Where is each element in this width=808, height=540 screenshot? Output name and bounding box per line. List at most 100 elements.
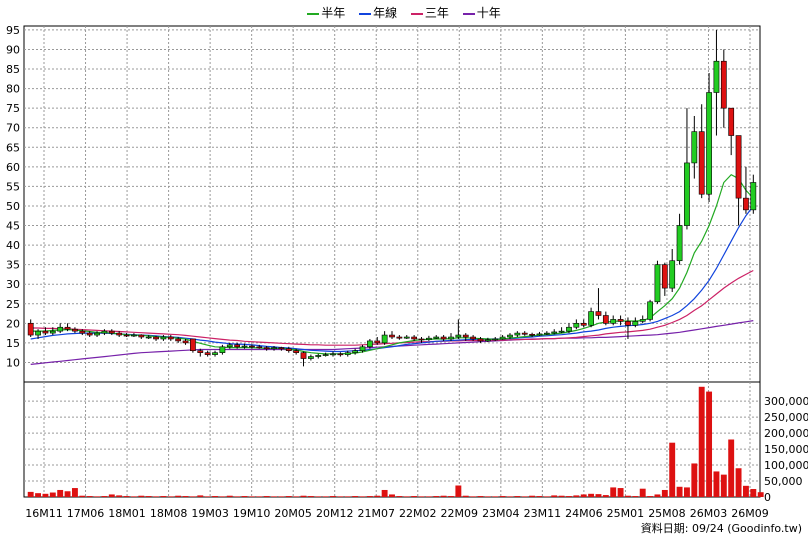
volume-bar: [307, 496, 314, 497]
candle-body: [249, 345, 255, 348]
candle-body: [108, 330, 115, 334]
legend-label-ten-year: 十年: [476, 6, 501, 20]
x-tick-label: 23M04: [482, 507, 520, 520]
x-tick-label: 26M03: [690, 507, 728, 520]
candle-body: [625, 321, 631, 326]
volume-bar: [455, 485, 462, 497]
volume-bar: [226, 495, 233, 497]
volume-tick-label: 200,000: [764, 427, 808, 440]
volume-bar: [160, 496, 167, 497]
price-tick-label: 60: [6, 161, 20, 174]
volume-bar: [654, 494, 661, 497]
candle-body: [602, 315, 609, 324]
volume-bar: [411, 496, 418, 497]
x-tick-label: 16M11: [25, 507, 63, 520]
candle-body: [706, 92, 712, 195]
candle-body: [425, 337, 432, 341]
candle-body: [477, 338, 484, 342]
candle-body: [389, 334, 395, 338]
candle-body: [226, 344, 233, 348]
x-tick-label: 23M11: [524, 507, 562, 520]
x-tick-label: 22M09: [441, 507, 479, 520]
candle-body: [86, 332, 93, 336]
volume-bar: [27, 491, 34, 497]
volume-bar: [536, 496, 543, 497]
volume-bar: [728, 439, 735, 497]
volume-bar: [86, 496, 93, 497]
candle-body: [595, 311, 602, 316]
legend-swatch-ten-year: [462, 12, 475, 15]
candle-body: [300, 352, 307, 359]
volume-bar: [691, 463, 698, 497]
volume-bar: [543, 496, 550, 497]
volume-bar: [602, 495, 609, 497]
candle-body: [285, 348, 292, 352]
volume-bar: [175, 495, 182, 497]
volume-bar: [558, 495, 565, 497]
candle-body: [713, 60, 720, 93]
volume-tick-label: 150,000: [764, 443, 808, 456]
ma-line-three-year: [30, 269, 754, 346]
candle-body: [543, 332, 550, 335]
candle-body: [116, 332, 123, 336]
volume-bar: [123, 496, 130, 497]
candle-body: [315, 355, 322, 357]
candle-body: [359, 346, 366, 352]
candle-body: [661, 264, 668, 289]
volume-bar: [293, 496, 300, 497]
candle-body: [448, 336, 454, 340]
legend-swatch-half-year: [307, 12, 320, 15]
volume-bar: [153, 496, 159, 497]
price-tick-label: 70: [6, 122, 20, 135]
candle-body: [49, 330, 56, 334]
candle-body: [403, 336, 410, 339]
volume-bar: [470, 496, 477, 497]
volume-bar: [108, 494, 115, 497]
candle-body: [455, 334, 462, 338]
volume-bar: [698, 386, 705, 497]
candle-body: [308, 356, 314, 359]
volume-bar: [278, 496, 285, 497]
price-tick-label: 85: [6, 63, 20, 76]
volume-bar: [418, 496, 425, 497]
volume-bar: [573, 495, 580, 497]
volume-tick-label: 0: [764, 491, 771, 504]
candle-body: [381, 334, 388, 344]
candle-body: [256, 346, 263, 349]
volume-bar: [271, 496, 277, 497]
legend-item-three-year: 三年: [410, 4, 449, 21]
candle-body: [588, 311, 594, 326]
candle-body: [330, 353, 336, 356]
candle-body: [182, 340, 189, 344]
volume-bar: [639, 488, 646, 497]
legend-label-half-year: 半年: [321, 6, 346, 20]
volume-bar: [197, 495, 204, 497]
candle-body: [366, 340, 373, 348]
candle-body: [536, 333, 543, 336]
candle-body: [212, 352, 218, 355]
candle-body: [743, 197, 749, 211]
candle-body: [123, 334, 130, 337]
candle-body: [271, 347, 277, 350]
candle-body: [167, 336, 174, 340]
volume-bar: [425, 496, 432, 497]
candle-body: [197, 350, 204, 353]
volume-bar: [145, 496, 152, 497]
volume-bar: [566, 496, 572, 497]
volume-bar: [263, 496, 270, 497]
candle-body: [566, 326, 572, 332]
volume-bar: [647, 496, 654, 497]
volume-bar: [625, 495, 631, 497]
volume-bar: [492, 496, 499, 497]
volume-bar: [742, 485, 749, 497]
x-tick-label: 18M01: [108, 507, 146, 520]
candle-body: [234, 344, 241, 348]
candle-body: [507, 334, 513, 338]
price-tick-label: 90: [6, 43, 20, 56]
volume-bar: [389, 494, 395, 497]
candle-body: [153, 336, 159, 340]
candle-body: [440, 336, 447, 340]
volume-bar: [330, 496, 336, 497]
candle-body: [462, 334, 469, 338]
candle-body: [131, 334, 137, 337]
